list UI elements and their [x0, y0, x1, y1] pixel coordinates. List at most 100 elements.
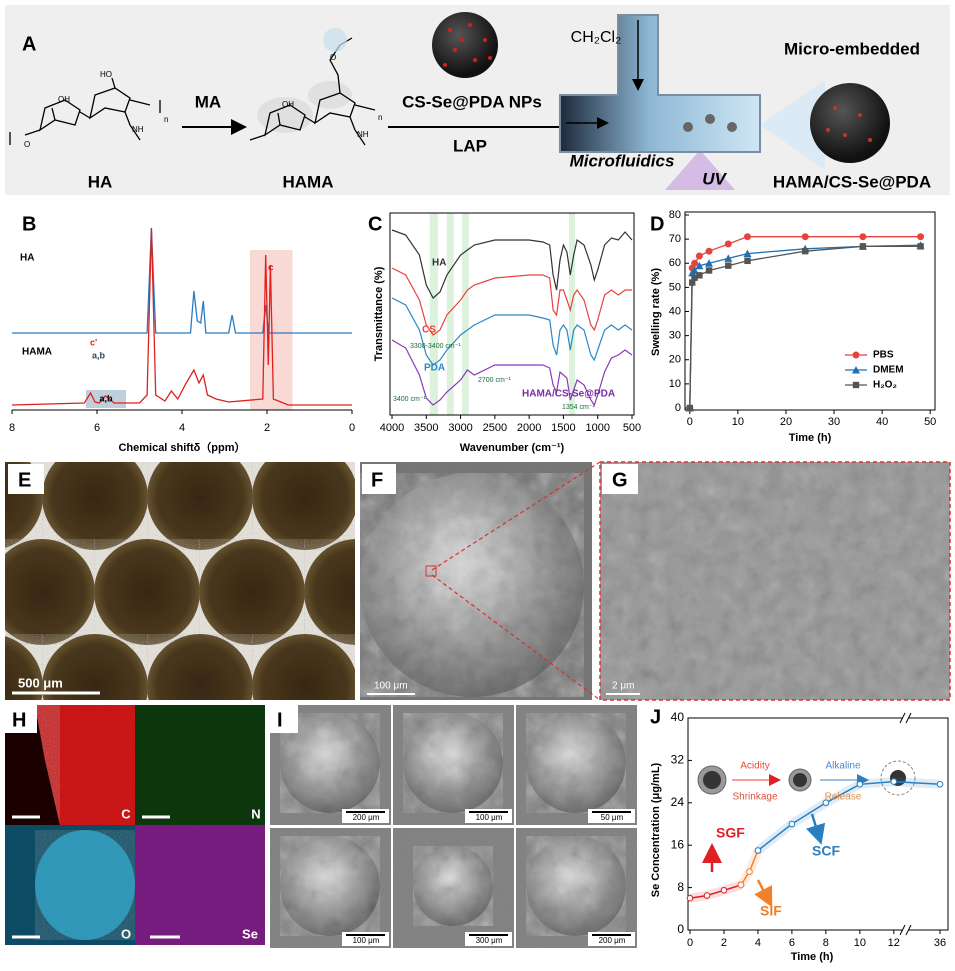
- bead: [252, 462, 355, 550]
- microsphere-large: [810, 83, 890, 163]
- plot-frame: [684, 211, 936, 411]
- axis-break-gap: [903, 713, 909, 723]
- y-axis-title: Se Concentration (μg/mL): [650, 762, 662, 897]
- marker: [859, 243, 867, 250]
- compound-label: HAMA/CS-Se@PDA: [773, 172, 931, 191]
- marker: [725, 262, 732, 269]
- marker: [822, 799, 830, 807]
- legend-label: H₂O₂: [873, 380, 897, 391]
- panel-label: G: [612, 469, 628, 491]
- marker: [695, 252, 703, 260]
- marker: [744, 257, 751, 265]
- reagent-label: CS-Se@PDA NPs: [402, 92, 542, 111]
- process-label: Microfluidics: [570, 151, 675, 170]
- marker: [686, 894, 694, 902]
- panel-label: E: [18, 469, 31, 491]
- bead: [147, 634, 253, 700]
- panel-label: H: [12, 709, 26, 731]
- x-tick-label: 2: [264, 422, 270, 434]
- series-label: SCF: [812, 843, 840, 859]
- x-tick-label: 40: [876, 416, 888, 428]
- y-tick-label: 24: [671, 795, 685, 809]
- scale-label: 300 μm: [476, 936, 503, 945]
- legend-marker: [852, 351, 860, 359]
- annotation: 2700 cm⁻¹: [478, 377, 512, 384]
- bead: [304, 539, 355, 645]
- y-tick-label: 30: [669, 330, 681, 342]
- axis-break: [905, 924, 912, 936]
- bead: [5, 539, 95, 645]
- y-tick-label: 8: [677, 880, 684, 894]
- inset-label: Alkaline: [825, 761, 860, 772]
- inset-label: Release: [825, 792, 862, 803]
- x-axis-title: Time (h): [791, 951, 834, 963]
- y-tick-label: 80: [669, 209, 681, 221]
- microsphere: [705, 114, 715, 124]
- y-tick-label: 40: [671, 710, 685, 724]
- x-tick-label: 50: [924, 416, 936, 428]
- series-label: HAMA: [22, 347, 52, 358]
- atom-label: HO: [100, 70, 112, 79]
- axis-break-gap: [903, 925, 909, 935]
- scale-label: 100 μm: [476, 813, 503, 822]
- legend-marker: [852, 381, 860, 389]
- band: [446, 213, 454, 415]
- hama-structure: [249, 28, 376, 146]
- y-tick-label: 60: [669, 257, 681, 269]
- plot-frame: [389, 212, 635, 416]
- marker: [724, 254, 733, 262]
- spectrum-line: [391, 229, 633, 299]
- panel-g-image: [425, 461, 951, 701]
- bead: [42, 634, 148, 700]
- x-tick-label: 10: [854, 937, 866, 949]
- series-line: [689, 884, 742, 899]
- x-tick-label: 3500: [414, 422, 438, 434]
- panel-i-image: 200 μm 100 μm 50 μm 100 μm 300 μm 200 μm: [270, 705, 637, 948]
- x-tick-label: 4: [179, 422, 185, 434]
- x-axis-title: Chemical shiftδ（ppm）: [118, 441, 245, 454]
- nanoparticle-dots: [443, 23, 492, 67]
- marker: [788, 820, 796, 828]
- marker: [689, 279, 696, 286]
- x-tick-label: 0: [349, 422, 355, 434]
- x-tick-label: 36: [934, 937, 946, 949]
- x-tick-label: 30: [828, 416, 840, 428]
- marker: [746, 868, 753, 876]
- annotation: 3300-3400 cm⁻¹: [410, 343, 461, 350]
- sem-sphere: [403, 713, 503, 813]
- series-label: SGF: [716, 825, 745, 841]
- marker: [743, 249, 752, 258]
- scale-label: 50 μm: [601, 813, 624, 822]
- y-tick-label: 40: [669, 305, 681, 317]
- scale-label: 200 μm: [599, 936, 626, 945]
- marker: [724, 240, 732, 248]
- y-tick-label: 70: [669, 233, 681, 245]
- series-label: PDA: [424, 363, 445, 374]
- bead: [199, 539, 305, 645]
- x-tick-label: 12: [888, 937, 900, 949]
- reagent-label: MA: [195, 92, 221, 111]
- marker: [705, 247, 713, 255]
- axis-break: [899, 924, 906, 936]
- y-tick-label: 32: [671, 753, 685, 767]
- atom-label: NH: [132, 125, 144, 134]
- panel-f-image: [360, 462, 592, 700]
- marker: [691, 274, 698, 281]
- marker: [696, 272, 703, 279]
- sem-sphere: [280, 713, 380, 813]
- x-axis-title: Time (h): [789, 432, 832, 444]
- panel-h-image: [5, 705, 265, 945]
- series-label: HA: [432, 258, 446, 269]
- scale-label: 500 μm: [18, 675, 63, 690]
- marker: [917, 243, 924, 250]
- x-tick-label: 4000: [380, 422, 404, 434]
- atom-label: n: [378, 113, 382, 122]
- nanoparticle: [432, 12, 498, 78]
- series-label: CS: [422, 325, 436, 336]
- x-tick-label: 6: [94, 422, 100, 434]
- series-label: HAMA/CS-Se@PDA: [522, 389, 615, 400]
- sem-sphere: [526, 713, 626, 813]
- panel-letters: B C D E F G H I J: [5, 213, 664, 733]
- spectrum-line: [11, 227, 352, 406]
